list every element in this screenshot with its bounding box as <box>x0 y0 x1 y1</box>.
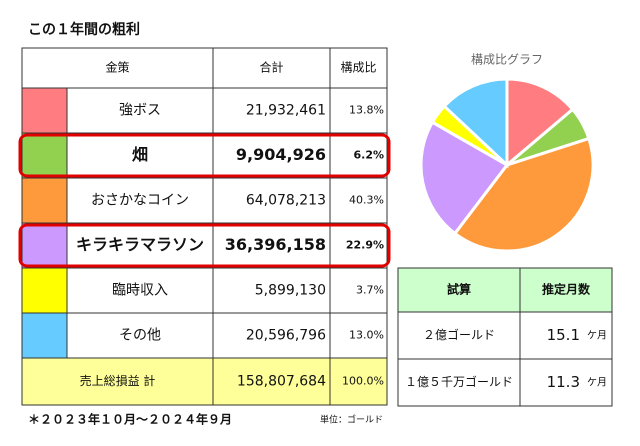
cell <box>329 312 388 359</box>
row-amount: 9,904,926 <box>236 145 326 164</box>
cell <box>397 358 521 407</box>
total-percent: 100.0% <box>342 375 384 388</box>
cell <box>212 47 331 89</box>
cell <box>21 132 68 179</box>
pie-slice <box>442 77 509 169</box>
row-name: その他 <box>119 328 161 344</box>
row-amount: 5,899,130 <box>255 283 326 299</box>
cell <box>329 267 388 314</box>
row-percent: 3.7% <box>356 284 384 297</box>
cell <box>66 312 214 359</box>
row-name: 畑 <box>132 145 148 164</box>
cell <box>66 177 214 224</box>
cell <box>519 311 613 360</box>
cell <box>329 47 388 89</box>
cell <box>21 222 68 269</box>
row-name: キラキラマラソン <box>76 235 204 254</box>
cell <box>66 267 214 314</box>
period: ＊２０２３年１０月～２０２４年９月 <box>28 412 232 427</box>
row-percent: 22.9% <box>346 239 384 252</box>
header-cell: 合計 <box>259 60 283 75</box>
total-name: 売上総損益 計 <box>80 373 156 388</box>
header-cell: 推定月数 <box>542 282 591 297</box>
unit: 単位：ゴールド <box>320 414 383 426</box>
cell <box>212 222 331 269</box>
header-cell: 金策 <box>105 60 129 75</box>
highlight-frame <box>18 133 391 178</box>
cell <box>519 358 613 407</box>
cell <box>329 177 388 224</box>
row-percent: 6.2% <box>353 149 384 162</box>
total-amount: 158,807,684 <box>237 374 326 390</box>
cell <box>21 357 214 406</box>
cell <box>21 177 68 224</box>
cell <box>329 87 388 134</box>
row-percent: 40.3% <box>349 194 384 207</box>
cell <box>212 267 331 314</box>
row-amount: 64,078,213 <box>246 193 326 209</box>
highlight-frame <box>18 223 391 268</box>
row-percent: 13.0% <box>349 329 384 342</box>
cell <box>212 312 331 359</box>
title: この１年間の粗利 <box>28 21 140 38</box>
cell <box>329 357 388 406</box>
row-amount: 21,932,461 <box>246 103 326 119</box>
months-unit: ケ月 <box>587 330 607 342</box>
row-name: おさかなコイン <box>91 193 189 209</box>
header-cell: 構成比 <box>340 61 376 75</box>
row-name: 強ボス <box>119 103 161 119</box>
chart-title: 構成比グラフ <box>471 53 543 67</box>
row-percent: 13.8% <box>349 104 384 117</box>
goal: １億５千万ゴールド <box>405 374 513 389</box>
months: 15.1 <box>547 326 580 344</box>
cell <box>21 312 68 359</box>
months-unit: ケ月 <box>587 377 607 389</box>
row-amount: 20,596,796 <box>246 328 326 344</box>
goal: ２億ゴールド <box>423 327 495 342</box>
months: 11.3 <box>547 373 580 391</box>
row-amount: 36,396,158 <box>225 235 326 254</box>
cell <box>21 47 214 89</box>
cell <box>21 87 68 134</box>
cell <box>21 267 68 314</box>
cell <box>66 87 214 134</box>
pie-slice <box>505 77 575 169</box>
cell <box>212 357 331 406</box>
pie-slice <box>452 136 595 253</box>
cell <box>212 132 331 179</box>
header-cell: 試算 <box>447 282 471 297</box>
row-name: 臨時収入 <box>112 283 168 299</box>
pie-slice <box>419 120 510 236</box>
